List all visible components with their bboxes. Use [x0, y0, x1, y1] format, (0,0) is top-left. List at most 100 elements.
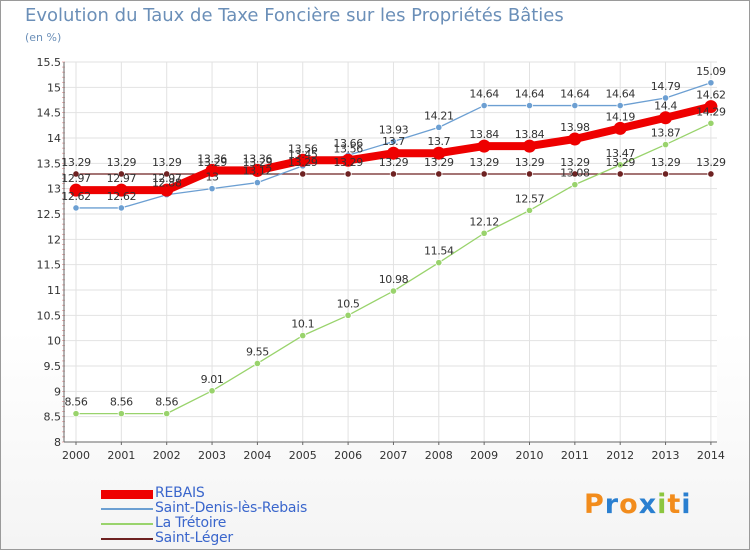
data-point-la-tretoire [117, 410, 125, 418]
data-label-rebais: 12.97 [61, 172, 91, 185]
data-point-rebais [69, 183, 83, 197]
data-point-rebais [250, 163, 264, 177]
data-label-saint-denis-les-rebais: 14.64 [469, 88, 499, 101]
data-label-la-tretoire: 11.54 [424, 245, 454, 258]
legend-label-saint-denis-les-rebais: Saint-Denis-lès-Rebais [155, 500, 308, 516]
data-label-saint-denis-les-rebais: 13.66 [333, 137, 363, 150]
data-point-la-tretoire [435, 259, 443, 267]
data-point-saint-denis-les-rebais [525, 101, 534, 110]
data-label-la-tretoire: 10.5 [337, 297, 360, 310]
y-tick-label: 10 [47, 335, 61, 348]
data-label-saint-leger: 13.29 [197, 156, 227, 169]
data-point-saint-denis-les-rebais [616, 101, 624, 110]
data-label-saint-leger: 13.29 [651, 156, 681, 169]
data-label-saint-denis-les-rebais: 13.12 [243, 165, 273, 178]
data-label-rebais: 13.56 [333, 142, 363, 155]
data-point-rebais [160, 183, 174, 197]
y-tick-label: 14 [47, 132, 61, 145]
legend-swatch-saint-leger [101, 538, 153, 540]
data-label-saint-leger: 13.29 [696, 156, 726, 169]
data-point-la-tretoire [299, 331, 307, 340]
data-point-saint-leger [117, 170, 125, 178]
data-label-la-tretoire: 13.08 [560, 167, 590, 180]
data-point-la-tretoire [344, 311, 352, 319]
y-tick-label: 8 [54, 436, 61, 449]
x-tick-label: 2004 [243, 449, 271, 462]
data-label-saint-denis-les-rebais: 12.88 [152, 177, 182, 190]
data-label-saint-denis-les-rebais: 12.62 [107, 190, 137, 203]
data-point-la-tretoire [571, 181, 579, 189]
data-point-rebais [659, 111, 673, 125]
data-label-la-tretoire: 8.56 [155, 396, 178, 409]
data-point-la-tretoire [208, 387, 216, 395]
x-tick-label: 2006 [334, 449, 362, 462]
data-label-rebais: 12.97 [107, 172, 137, 185]
data-point-saint-denis-les-rebais [571, 101, 579, 110]
logo-letter: r [604, 489, 620, 520]
data-label-rebais: 14.19 [605, 110, 635, 123]
data-label-rebais: 13.7 [427, 135, 450, 148]
data-label-rebais: 13.36 [197, 152, 227, 165]
data-point-saint-leger [525, 170, 534, 178]
data-label-saint-denis-les-rebais: 13.45 [288, 148, 318, 161]
y-tick-label: 12.5 [37, 208, 62, 221]
data-point-saint-denis-les-rebais [435, 123, 443, 131]
data-label-la-tretoire: 9.01 [201, 373, 224, 386]
axis-layer: 8 8.5 9 9.5 10 10.5 11 11.5 12 12.5 13 13.5 14 14.5 15… [37, 56, 725, 462]
data-label-la-tretoire: 10.98 [379, 273, 409, 286]
legend-label-rebais: REBAIS [155, 485, 205, 501]
x-tick-label: 2003 [198, 449, 226, 462]
data-label-saint-leger: 13.29 [333, 156, 363, 169]
data-point-rebais [114, 183, 128, 197]
data-label-saint-denis-les-rebais: 14.21 [424, 109, 454, 122]
data-point-rebais [205, 163, 219, 177]
data-point-rebais [613, 121, 627, 135]
data-point-rebais [341, 153, 355, 167]
data-point-saint-denis-les-rebais [208, 185, 216, 193]
data-label-saint-denis-les-rebais: 13 [205, 171, 219, 184]
data-label-saint-leger: 13.29 [107, 156, 137, 169]
data-point-rebais [477, 139, 491, 153]
series-la-tretoire [72, 119, 715, 418]
data-point-saint-leger [435, 170, 443, 178]
data-point-saint-denis-les-rebais [707, 79, 715, 87]
data-label-la-tretoire: 9.55 [246, 345, 269, 358]
data-point-saint-leger [480, 170, 488, 178]
data-point-saint-leger [661, 170, 670, 178]
series-layer [69, 79, 718, 418]
data-point-la-tretoire [707, 119, 715, 127]
data-label-la-tretoire: 12.57 [515, 192, 545, 205]
data-point-saint-leger [72, 170, 80, 178]
data-point-la-tretoire [525, 206, 534, 215]
x-tick-label: 2013 [652, 449, 680, 462]
x-tick-label: 2005 [289, 449, 317, 462]
chart-title: Evolution du Taux de Taxe Foncière sur l… [25, 5, 564, 26]
plot-background [64, 62, 717, 442]
y-tick-label: 9 [54, 385, 61, 398]
series-rebais [69, 100, 718, 197]
data-point-rebais [386, 146, 400, 160]
data-point-rebais [432, 146, 446, 160]
data-point-saint-denis-les-rebais [661, 94, 670, 102]
logo-letter: t [667, 489, 682, 520]
y-tick-label: 13 [47, 183, 61, 196]
legend-swatch-saint-denis-les-rebais [101, 508, 153, 510]
data-point-saint-leger [299, 170, 307, 178]
series-saint-leger [72, 170, 715, 178]
legend-swatch-rebais [101, 490, 153, 499]
data-label-la-tretoire: 14.29 [696, 105, 726, 118]
data-point-saint-leger [616, 170, 624, 178]
x-tick-label: 2010 [516, 449, 544, 462]
data-point-saint-denis-les-rebais [72, 204, 80, 212]
y-axis-unit-label: (en %) [25, 31, 62, 44]
data-label-saint-leger: 13.29 [605, 156, 635, 169]
data-label-la-tretoire: 8.56 [110, 396, 133, 409]
grid-layer [64, 61, 717, 443]
data-point-la-tretoire [616, 161, 624, 169]
data-label-la-tretoire: 12.12 [469, 215, 499, 228]
data-point-la-tretoire [163, 410, 171, 418]
data-label-saint-leger: 13.29 [152, 156, 182, 169]
data-point-la-tretoire [661, 140, 670, 149]
x-tick-label: 2001 [107, 449, 135, 462]
